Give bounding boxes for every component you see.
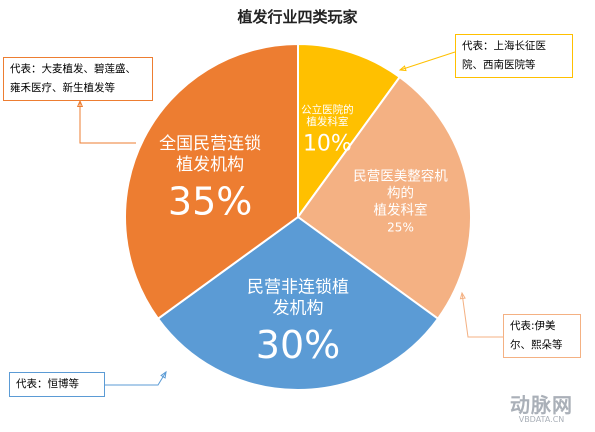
leader-aesthetic-arrowhead (459, 291, 466, 300)
slice-label: 民营医美整容机 (353, 167, 448, 184)
watermark-brand: 动脉网 (510, 393, 573, 417)
callout-public-hospital: 代表：上海长征医 院、西南医院等 (455, 34, 573, 78)
slice-label: 植发机构 (176, 155, 244, 175)
leader-public (399, 51, 456, 71)
slice-label: 公立医院的 (301, 103, 354, 116)
callout-line: 代表:伊美 (510, 320, 556, 332)
slice-public-hospital (297, 42, 402, 221)
slice-value-label: 10% (303, 132, 352, 157)
slice-nonchain (156, 215, 440, 391)
leader-chain-arrowhead (76, 99, 84, 108)
leader-nonchain-arrowhead (160, 370, 167, 379)
slice-label: 全国民营连锁 (159, 134, 261, 154)
callout-leaders (76, 51, 503, 386)
callout-aesthetic-clinics: 代表:伊美 尔、熙朵等 (503, 314, 581, 358)
leader-chain (79, 101, 136, 144)
slice-label: 植发科室 (374, 201, 428, 218)
callout-line: 代表：大麦植发、碧莲盛、 (10, 63, 136, 75)
watermark: 动脉网 VBDATA.CN (510, 389, 573, 424)
slice-aesthetic-clinics (296, 75, 472, 321)
page-title: 植发行业四类玩家 (237, 8, 358, 26)
leader-public-arrowhead (398, 65, 407, 72)
slice-value-label: 30% (256, 323, 340, 367)
slice-chain (124, 42, 299, 321)
slice-label: 民营非连锁植 (247, 277, 349, 297)
callout-line: 尔、熙朵等 (510, 339, 563, 351)
slice-label: 植发科室 (306, 115, 348, 128)
callout-line: 代表：恒博等 (16, 378, 79, 390)
slice-value-label: 25% (387, 220, 414, 234)
callout-nonchain: 代表：恒博等 (9, 372, 105, 397)
leader-aesthetic (461, 292, 503, 338)
slice-labels: 公立医院的植发科室10%民营医美整容机构的植发科室25%民营非连锁植发机构30%… (159, 103, 448, 367)
callout-chain: 代表：大麦植发、碧莲盛、 雍禾医疗、新生植发等 (3, 57, 153, 101)
callout-line: 代表：上海长征医 (462, 40, 546, 52)
leader-nonchain (105, 371, 167, 386)
watermark-url: VBDATA.CN (518, 415, 565, 424)
pie-slices (124, 42, 472, 391)
slice-value-label: 35% (168, 180, 252, 224)
slice-label: 构的 (387, 185, 414, 201)
slice-label: 发机构 (273, 298, 324, 318)
callout-line: 院、西南医院等 (462, 59, 536, 71)
callout-line: 雍禾医疗、新生植发等 (10, 82, 115, 94)
